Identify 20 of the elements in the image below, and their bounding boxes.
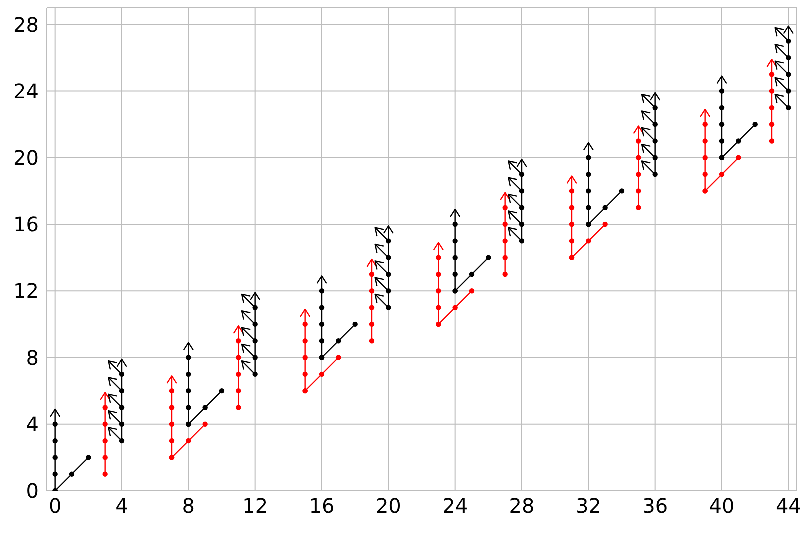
y-tick-label: 4	[26, 412, 39, 436]
x-tick-label: 36	[642, 494, 668, 518]
y-tick-label: 16	[14, 212, 39, 237]
x-tick-label: 4	[116, 494, 128, 518]
x-tick-label: 12	[242, 494, 268, 518]
y-tick-label: 28	[14, 12, 39, 37]
y-tick-label: 0	[26, 479, 39, 504]
x-tick-label: 16	[309, 494, 335, 518]
x-tick-label: 0	[48, 494, 62, 518]
x-tick-label: 8	[182, 494, 196, 518]
y-tick-label: 24	[14, 79, 39, 104]
x-tick-label: 28	[509, 494, 535, 518]
x-tick-label: 20	[376, 494, 402, 518]
x-tick-label: 32	[576, 494, 602, 518]
x-tick-label: 44	[776, 494, 802, 518]
x-tick-label: 24	[442, 494, 468, 518]
x-tick-label: 40	[709, 494, 735, 518]
y-tick-label: 8	[26, 346, 39, 370]
y-tick-label: 20	[14, 146, 39, 170]
y-tick-label: 12	[14, 279, 39, 304]
